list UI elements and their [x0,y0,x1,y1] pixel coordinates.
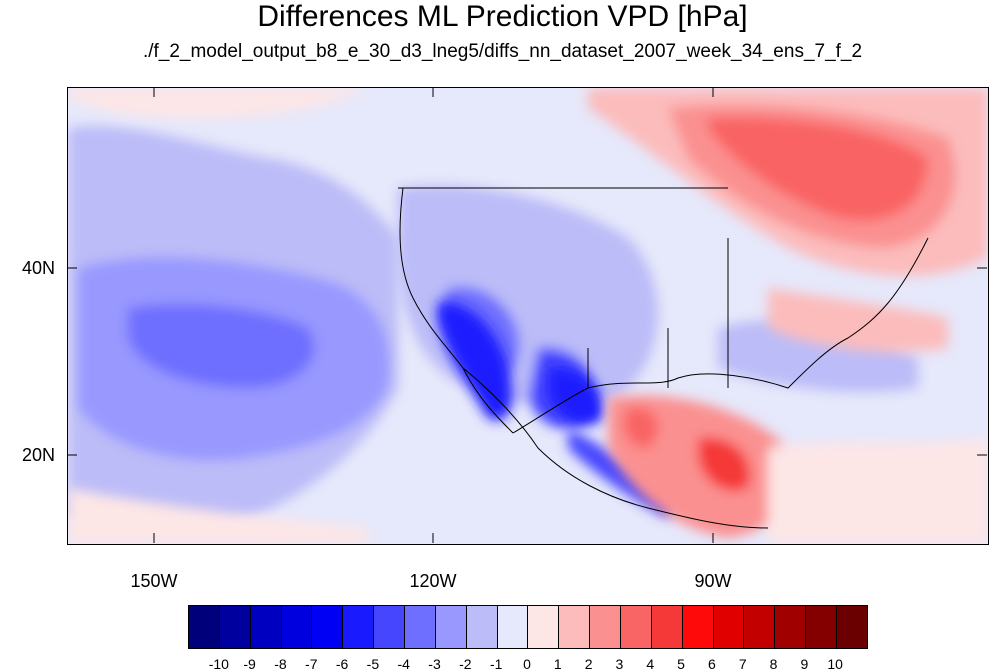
colorbar-label: 7 [738,656,747,672]
colorbar [188,605,868,649]
colorbar-swatch [806,606,838,648]
colorbar-swatch [374,606,406,648]
colorbar-label: -7 [305,656,318,672]
colorbar-labels: -10 -9 -8 -7 -6 -5 -4 -3 -2 -1 0 1 2 3 4 5 6 7 8 9 10 [0,656,1005,672]
colorbar-swatch [682,606,714,648]
colorbar-swatch [837,606,867,648]
colorbar-label: 1 [553,656,562,672]
colorbar-label: 10 [827,656,843,672]
colorbar-label: -4 [397,656,410,672]
colorbar-swatch [775,606,807,648]
colorbar-swatch [559,606,591,648]
colorbar-swatch [497,606,529,648]
colorbar-swatch [713,606,745,648]
colorbar-label: -5 [366,656,380,672]
map-title: Differences ML Prediction VPD [hPa] [257,0,748,33]
colorbar-label: 4 [646,656,655,672]
colorbar-label: 5 [677,656,685,672]
lon-label-120w: 120W [409,571,457,591]
colorbar-swatch [528,606,560,648]
colorbar-swatch [281,606,313,648]
colorbar-label: -8 [274,656,287,672]
central-america-positive-field [68,88,988,544]
colorbar-swatch [590,606,622,648]
colorbar-label: -9 [243,656,256,672]
lat-label-40n: 40N [22,258,56,278]
ocean-negative-field [68,125,398,528]
colorbar-swatch [435,606,467,648]
colorbar-swatch [312,606,344,648]
colorbar-label: -2 [459,656,472,672]
colorbar-swatch [744,606,776,648]
colorbar-label: -1 [489,656,503,672]
colorbar-label: 6 [708,656,716,672]
colorbar-label: -3 [428,656,441,672]
colorbar-swatch [621,606,652,648]
colorbar-label: 0 [523,656,531,672]
colorbar-swatch [405,606,436,648]
colorbar-swatch [651,606,683,648]
coastline-borders [398,187,929,529]
lon-label-90w: 90W [694,571,732,591]
colorbar-label: 9 [800,656,809,672]
lat-label-20n: 20N [22,445,56,465]
colorbar-swatch [343,606,375,648]
colorbar-label: 3 [615,656,624,672]
colorbar-label: -6 [335,656,349,672]
colorbar-swatch [466,606,498,648]
colorbar-label: -10 [208,656,229,672]
colorbar-swatch [250,606,282,648]
colorbar-label: 8 [769,656,778,672]
colorbar-label: 2 [584,656,593,672]
colorbar-swatch [189,606,220,648]
vpd-difference-map [67,87,989,545]
map-subtitle: ./f_2_model_output_b8_e_30_d3_lneg5/diff… [142,41,863,62]
lon-label-150w: 150W [130,571,178,591]
northeast-positive-field [588,88,988,352]
colorbar-swatch [219,606,251,648]
